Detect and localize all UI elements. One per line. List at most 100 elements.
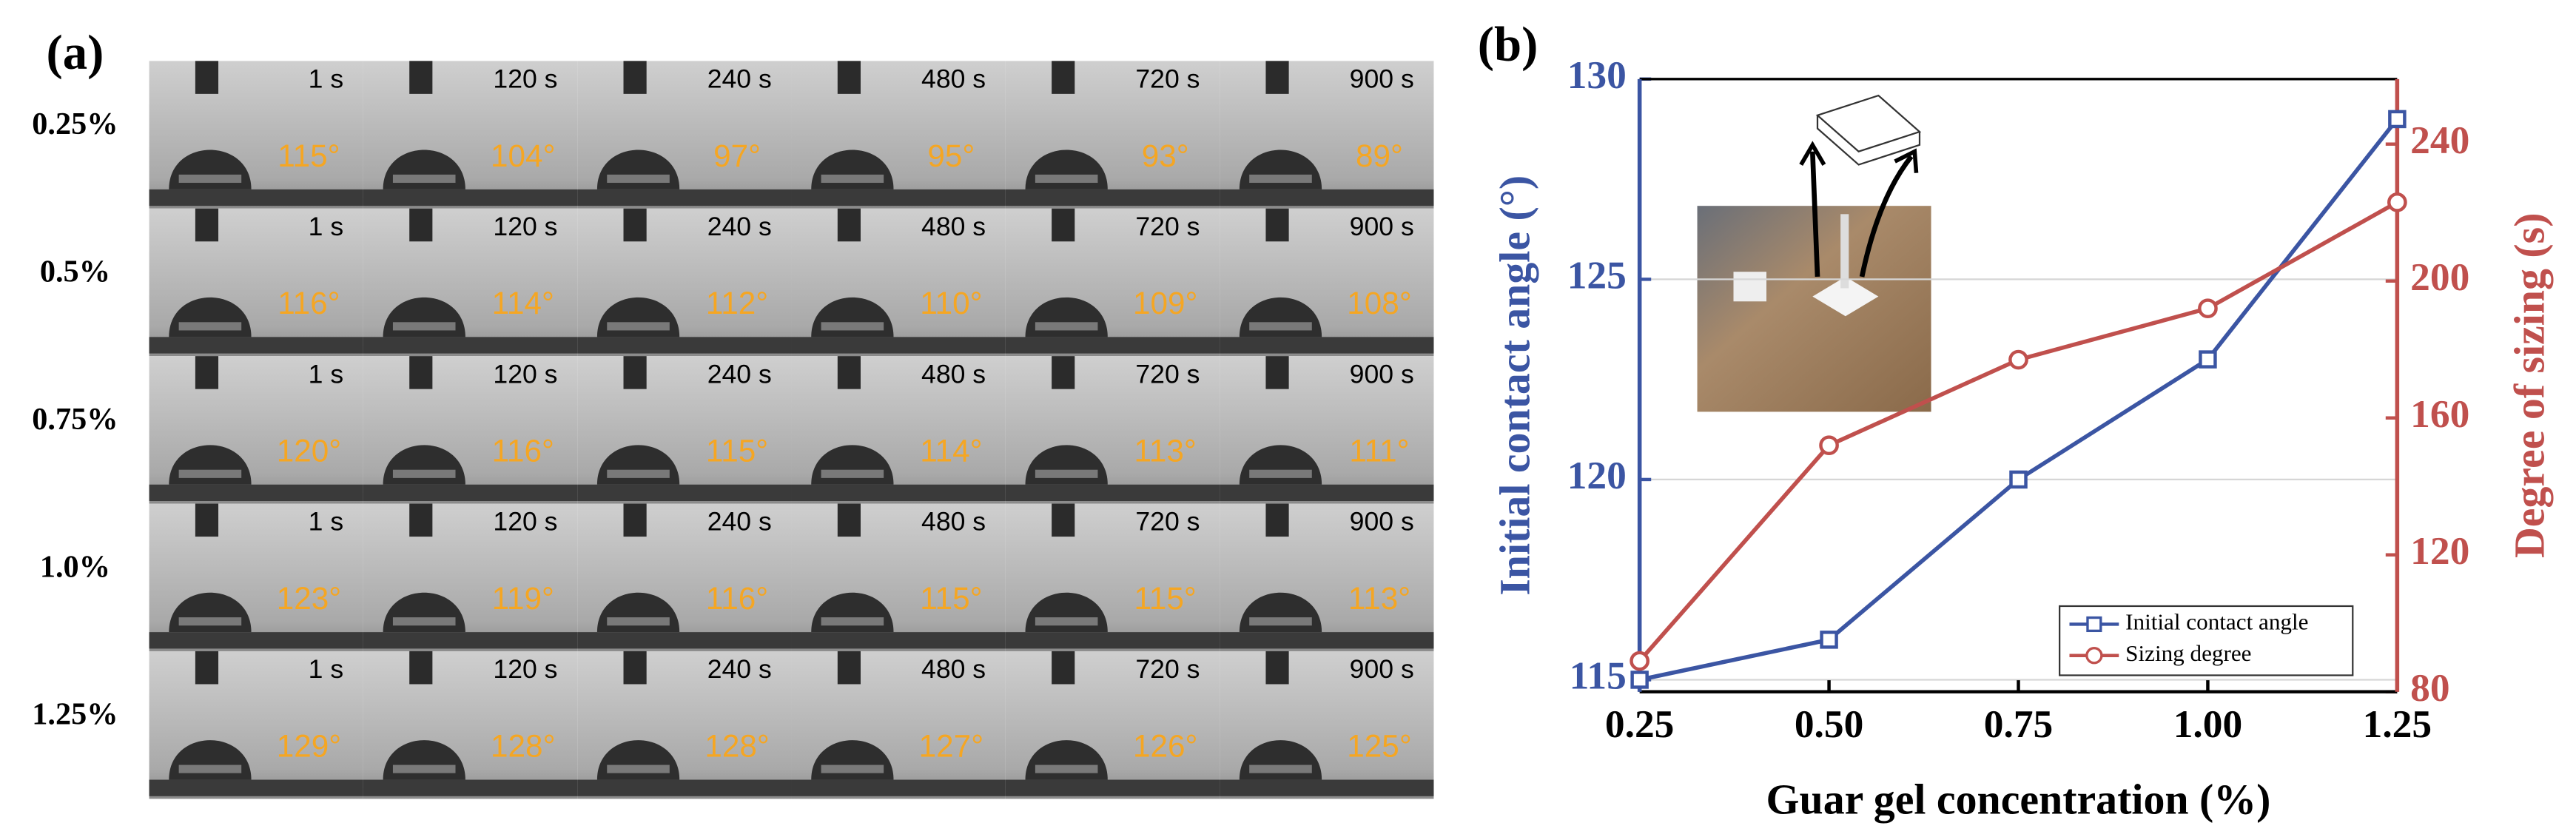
angle-label: 128° (491, 728, 555, 763)
row-label: 1.25% (32, 697, 118, 732)
marker (2009, 470, 2028, 489)
substrate (363, 779, 578, 796)
y2-tick-label: 80 (2410, 665, 2449, 710)
marker (2008, 349, 2028, 370)
substrate (1220, 779, 1434, 796)
marker (2388, 110, 2407, 129)
x-axis-title: Guar gel concentration (%) (1766, 775, 2271, 823)
droplet-reflection (178, 174, 242, 184)
time-label: 1 s (309, 359, 343, 389)
substrate (577, 632, 792, 649)
angle-label: 110° (920, 286, 982, 320)
row-label: 0.75% (32, 402, 118, 437)
time-label: 480 s (921, 359, 986, 389)
substrate (791, 779, 1006, 796)
needle (1052, 61, 1075, 94)
substrate (577, 484, 792, 501)
substrate (1220, 484, 1434, 501)
droplet-reflection (607, 765, 670, 773)
needle (195, 61, 219, 94)
angle-label: 113° (1134, 434, 1197, 468)
angle-label: 127° (919, 728, 983, 763)
angle-label: 123° (277, 581, 341, 616)
needle (837, 503, 861, 537)
droplet-reflection (178, 617, 242, 626)
y-tick-label: 120 (1567, 453, 1627, 497)
substrate (363, 484, 578, 501)
angle-label: 114° (920, 434, 982, 468)
time-label: 240 s (707, 359, 772, 389)
substrate (149, 337, 363, 354)
substrate (577, 779, 792, 796)
angle-label: 115° (1134, 581, 1197, 616)
x-tick-label: 1.25 (2363, 702, 2432, 746)
droplet-reflection (178, 322, 242, 331)
time-label: 120 s (493, 654, 557, 684)
time-label: 720 s (1135, 212, 1200, 241)
droplet-reflection (392, 765, 456, 773)
time-label: 720 s (1135, 64, 1200, 93)
needle (1265, 651, 1289, 685)
angle-label: 95° (927, 138, 975, 173)
angle-label: 115° (920, 581, 982, 616)
angle-label: 125° (1347, 728, 1411, 763)
needle (195, 356, 219, 389)
substrate (1005, 632, 1220, 649)
droplet-reflection (392, 617, 456, 626)
x-tick-label: 0.25 (1605, 702, 1674, 746)
droplet-reflection (1035, 322, 1098, 331)
time-label: 120 s (493, 64, 557, 93)
droplet-reflection (392, 469, 456, 478)
angle-label: 116° (278, 286, 340, 320)
needle (837, 356, 861, 389)
time-label: 240 s (707, 654, 772, 684)
angle-label: 108° (1347, 286, 1411, 320)
panel-label: (b) (1478, 18, 1538, 72)
time-label: 120 s (493, 507, 557, 537)
droplet-reflection (607, 617, 670, 626)
droplet-reflection (1249, 322, 1312, 331)
needle (1052, 356, 1075, 389)
time-label: 1 s (309, 64, 343, 93)
droplet-reflection (607, 174, 670, 184)
substrate (363, 337, 578, 354)
needle (409, 61, 433, 94)
angle-label: 116° (706, 581, 768, 616)
angle-label: 120° (277, 434, 341, 468)
droplet-reflection (1249, 765, 1312, 773)
marker (1630, 671, 1649, 689)
time-label: 720 s (1135, 654, 1200, 684)
angle-label: 89° (1356, 138, 1403, 173)
marker (1819, 435, 1839, 456)
needle (623, 651, 647, 685)
needle (1265, 61, 1289, 94)
needle (837, 651, 861, 685)
angle-label: 126° (1133, 728, 1197, 763)
substrate (149, 779, 363, 796)
time-label: 900 s (1350, 64, 1414, 93)
y2-tick-label: 240 (2410, 118, 2469, 162)
substrate (577, 337, 792, 354)
x-tick-label: 0.75 (1984, 702, 2053, 746)
droplet-reflection (1249, 617, 1312, 626)
angle-label: 109° (1133, 286, 1197, 320)
angle-label: 119° (492, 581, 554, 616)
time-label: 900 s (1350, 212, 1414, 241)
needle (409, 356, 433, 389)
angle-label: 113° (1348, 581, 1410, 616)
y2-tick-label: 120 (2410, 528, 2469, 573)
substrate (1220, 632, 1434, 649)
time-label: 1 s (309, 212, 343, 241)
y-tick-label: 130 (1567, 53, 1627, 97)
marker (1630, 651, 1649, 671)
y2-axis-title: Degree of sizing (s) (2505, 213, 2553, 558)
angle-label: 129° (277, 728, 341, 763)
row-label: 0.5% (40, 254, 110, 289)
legend-label: Initial contact angle (2125, 609, 2308, 635)
droplet-reflection (178, 765, 242, 773)
time-label: 120 s (493, 359, 557, 389)
needle (623, 208, 647, 242)
time-label: 1 s (309, 507, 343, 537)
droplet-reflection (392, 174, 456, 184)
